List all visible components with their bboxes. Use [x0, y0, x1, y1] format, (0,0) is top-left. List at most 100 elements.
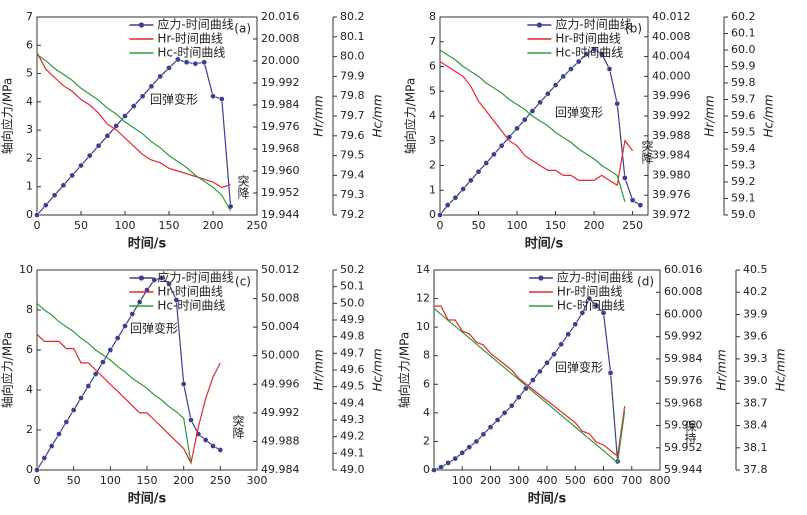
y3-tick-label: 79.7 — [340, 109, 365, 122]
x-tick-label: 500 — [565, 474, 586, 487]
y-tick-label: 5 — [26, 67, 33, 80]
series-marker — [157, 73, 164, 80]
y3-tick-label: 79.6 — [340, 129, 365, 142]
y3-tick-label: 60.2 — [731, 10, 756, 23]
series-marker — [95, 142, 102, 149]
y3-tick-label: 39.0 — [743, 374, 768, 387]
y2-tick-label: 59.944 — [664, 463, 703, 476]
y2-tick-label: 60.000 — [664, 307, 703, 320]
y-tick-label: 8 — [429, 10, 436, 23]
y-tick-label: 10 — [416, 320, 430, 333]
series-marker — [202, 437, 209, 443]
y2-tick-label: 49.984 — [261, 463, 300, 476]
y3-tick-label: 59.0 — [731, 208, 756, 221]
y2-tick-label: 40.000 — [652, 69, 691, 82]
legend-label: Hc-时间曲线 — [157, 299, 225, 313]
panel-label: (d) — [637, 275, 654, 289]
y3-tick-label: 80.2 — [340, 10, 365, 23]
y2-tick-label: 39.980 — [652, 168, 691, 181]
y3-tick-label: 49.1 — [340, 446, 365, 459]
plot-frame — [36, 16, 258, 216]
series-marker — [86, 152, 93, 159]
series-line — [439, 49, 626, 202]
series-marker — [122, 323, 128, 329]
series-marker — [114, 335, 121, 341]
series-marker — [48, 443, 55, 449]
y2-tick-label: 59.976 — [664, 374, 703, 387]
y2-tick-label: 20.016 — [261, 10, 300, 23]
y-tick-label: 2 — [423, 434, 430, 447]
series-marker — [41, 455, 48, 461]
series-marker — [42, 202, 49, 208]
legend-label: 应力-时间曲线 — [555, 17, 631, 32]
series-marker — [136, 299, 143, 305]
y3-axis-title: Hc/mm — [371, 348, 385, 391]
x-axis-title: 时间/s — [525, 236, 564, 252]
y-tick-label: 4 — [26, 95, 33, 108]
series-marker — [483, 160, 490, 166]
y-tick-label: 2 — [26, 423, 33, 436]
y-tick-label: 0 — [26, 463, 33, 476]
x-tick-label: 50 — [472, 219, 486, 232]
series-marker — [129, 311, 136, 317]
y3-tick-label: 49.4 — [340, 396, 365, 409]
y-tick-label: 2 — [429, 159, 436, 172]
series-marker — [565, 331, 572, 338]
x-tick-label: 150 — [159, 219, 180, 232]
x-tick-label: 800 — [650, 474, 671, 487]
series-marker — [579, 310, 586, 316]
y2-tick-label: 50.000 — [261, 349, 300, 362]
series-marker — [445, 460, 451, 466]
y2-tick-label: 59.992 — [664, 330, 703, 343]
x-tick-label: 200 — [584, 219, 605, 232]
series-marker — [70, 407, 77, 413]
y3-tick-label: 59.5 — [731, 126, 756, 139]
series-marker — [218, 96, 225, 102]
series-marker — [545, 90, 551, 97]
y2-tick-label: 39.976 — [652, 188, 691, 201]
series-marker — [107, 347, 114, 353]
x-tick-label: 150 — [137, 474, 158, 487]
series-marker — [600, 310, 607, 316]
y2-tick-label: 59.984 — [664, 352, 703, 365]
series-line — [36, 333, 221, 465]
y2-tick-label: 40.004 — [652, 50, 691, 63]
series-marker — [530, 377, 536, 383]
y2-tick-label: 39.996 — [652, 89, 691, 102]
series-marker — [480, 431, 487, 438]
y3-tick-label: 39.6 — [743, 330, 768, 343]
y-axis-title: 轴向应力/MPa — [397, 332, 412, 408]
series-marker — [188, 417, 194, 423]
series-line — [433, 308, 626, 464]
y-tick-label: 5 — [429, 84, 436, 97]
series-marker — [572, 321, 579, 328]
x-axis-title: 时间/s — [128, 491, 167, 507]
y2-tick-label: 59.968 — [664, 396, 703, 409]
y-tick-label: 8 — [26, 303, 33, 316]
annotation: 突降 — [640, 139, 654, 164]
legend-marker — [536, 22, 542, 28]
legend-marker — [138, 275, 144, 281]
x-tick-label: 100 — [452, 474, 473, 487]
y3-tick-label: 50.2 — [340, 263, 365, 276]
y3-tick-label: 59.3 — [731, 159, 756, 172]
y-tick-label: 4 — [26, 383, 33, 396]
y-tick-label: 1 — [26, 180, 33, 193]
y2-tick-label: 19.960 — [261, 164, 300, 177]
x-tick-label: 100 — [507, 219, 528, 232]
panel-label: (a) — [234, 22, 251, 36]
series-marker — [452, 194, 459, 201]
x-tick-label: 300 — [508, 474, 529, 487]
series-marker — [560, 73, 567, 80]
series-marker — [607, 370, 614, 376]
series-marker — [210, 443, 216, 449]
y3-axis-title: Hc/mm — [762, 94, 776, 137]
legend-label: 应力-时间曲线 — [157, 17, 233, 32]
x-tick-label: 200 — [173, 474, 194, 487]
y-tick-label: 7 — [429, 35, 436, 48]
series-marker — [78, 162, 84, 169]
series-marker — [491, 151, 497, 158]
series-marker — [475, 168, 482, 175]
series-marker — [537, 368, 543, 375]
